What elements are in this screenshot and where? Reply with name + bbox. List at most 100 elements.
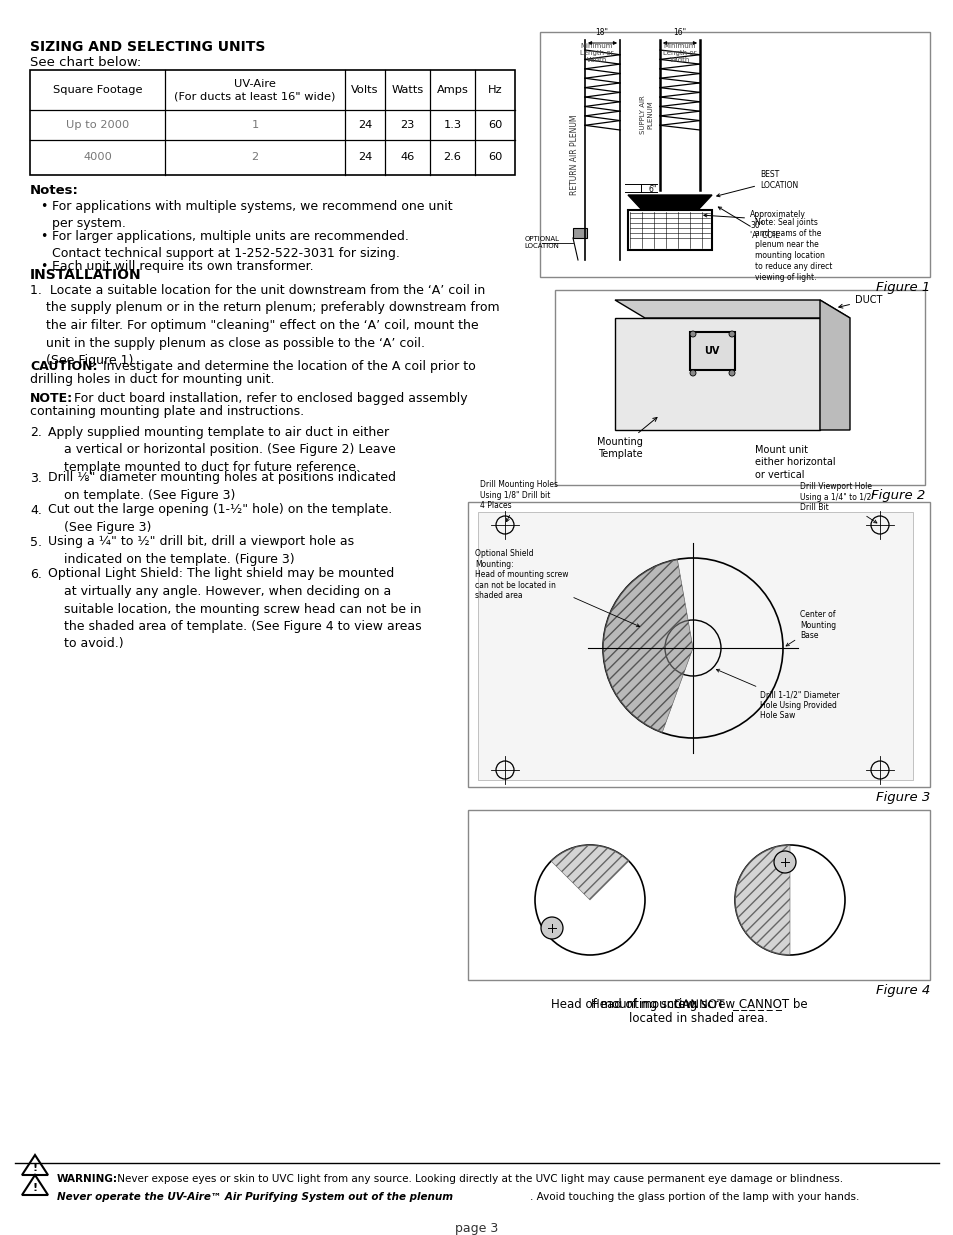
Text: Head of mounting screw: Head of mounting screw bbox=[551, 998, 699, 1011]
Text: 1.  Locate a suitable location for the unit downstream from the ‘A’ coil in
    : 1. Locate a suitable location for the un… bbox=[30, 284, 499, 367]
Polygon shape bbox=[627, 195, 711, 210]
Text: UV: UV bbox=[703, 346, 719, 356]
Polygon shape bbox=[22, 1155, 48, 1174]
Text: Figure 3: Figure 3 bbox=[875, 790, 929, 804]
Text: 16": 16" bbox=[673, 28, 686, 37]
Text: Drill Viewport Hole
Using a 1/4" to 1/2"
Drill Bit: Drill Viewport Hole Using a 1/4" to 1/2"… bbox=[800, 482, 876, 522]
Text: •: • bbox=[40, 261, 48, 273]
Text: SIZING AND SELECTING UNITS: SIZING AND SELECTING UNITS bbox=[30, 40, 265, 54]
Text: Head of mounting screw ̲C̲A̲N̲N̲O̲T be: Head of mounting screw ̲C̲A̲N̲N̲O̲T be bbox=[590, 998, 806, 1011]
Bar bbox=[689, 332, 734, 370]
Text: 46: 46 bbox=[400, 152, 415, 163]
Circle shape bbox=[728, 370, 734, 375]
Text: Never operate the UV-Aire™ Air Purifying System out of the plenum: Never operate the UV-Aire™ Air Purifying… bbox=[57, 1192, 453, 1202]
Text: Optional Light Shield: The light shield may be mounted
    at virtually any angl: Optional Light Shield: The light shield … bbox=[48, 568, 421, 651]
Text: 60: 60 bbox=[487, 120, 501, 130]
Text: Figure 4: Figure 4 bbox=[875, 984, 929, 997]
Polygon shape bbox=[22, 1174, 48, 1195]
Text: Minimum
Length or
Width: Minimum Length or Width bbox=[579, 43, 613, 63]
Text: OPTIONAL
LOCATION: OPTIONAL LOCATION bbox=[524, 236, 558, 249]
Wedge shape bbox=[734, 845, 789, 955]
Text: 1.3: 1.3 bbox=[443, 120, 461, 130]
Text: Cut out the large opening (1-½" hole) on the template.
    (See Figure 3): Cut out the large opening (1-½" hole) on… bbox=[48, 504, 392, 534]
Text: RETURN AIR PLENUM: RETURN AIR PLENUM bbox=[570, 115, 578, 195]
Text: 6.: 6. bbox=[30, 568, 42, 580]
Text: CANNOT: CANNOT bbox=[673, 998, 723, 1011]
Polygon shape bbox=[615, 300, 849, 317]
Circle shape bbox=[689, 331, 696, 337]
Text: containing mounting plate and instructions.: containing mounting plate and instructio… bbox=[30, 405, 304, 419]
Polygon shape bbox=[820, 300, 849, 430]
Text: . Avoid touching the glass portion of the lamp with your hands.: . Avoid touching the glass portion of th… bbox=[530, 1192, 859, 1202]
Text: !: ! bbox=[32, 1183, 37, 1193]
Text: UV-Aire
(For ducts at least 16" wide): UV-Aire (For ducts at least 16" wide) bbox=[174, 79, 335, 101]
Text: Investigate and determine the location of the A coil prior to: Investigate and determine the location o… bbox=[103, 359, 476, 373]
Text: For duct board installation, refer to enclosed bagged assembly: For duct board installation, refer to en… bbox=[74, 391, 467, 405]
Bar bbox=[477, 513, 912, 781]
Text: Figure 2: Figure 2 bbox=[870, 489, 924, 501]
Text: !: ! bbox=[32, 1163, 37, 1173]
Text: 2.: 2. bbox=[30, 426, 42, 438]
Text: page 3: page 3 bbox=[455, 1221, 498, 1235]
Text: CAUTION:: CAUTION: bbox=[30, 359, 97, 373]
Text: Volts: Volts bbox=[351, 85, 378, 95]
Text: Never expose eyes or skin to UVC light from any source. Looking directly at the : Never expose eyes or skin to UVC light f… bbox=[113, 1174, 842, 1184]
Bar bbox=[468, 810, 929, 981]
Text: Figure 1: Figure 1 bbox=[875, 282, 929, 294]
Text: located in shaded area.: located in shaded area. bbox=[629, 1011, 768, 1025]
Text: 'A' COIL: 'A' COIL bbox=[718, 207, 779, 240]
Text: Up to 2000: Up to 2000 bbox=[66, 120, 129, 130]
Text: BEST
LOCATION: BEST LOCATION bbox=[716, 170, 798, 196]
Text: 4.: 4. bbox=[30, 504, 42, 516]
Text: SUPPLY AIR
PLENUM: SUPPLY AIR PLENUM bbox=[639, 95, 653, 135]
Text: Drill Mounting Holes
Using 1/8" Drill bit
4 Places: Drill Mounting Holes Using 1/8" Drill bi… bbox=[479, 480, 558, 521]
Text: Watts: Watts bbox=[391, 85, 423, 95]
Text: Hz: Hz bbox=[487, 85, 502, 95]
Text: 6": 6" bbox=[648, 185, 657, 194]
Text: NOTE:: NOTE: bbox=[30, 391, 73, 405]
Text: •: • bbox=[40, 230, 48, 243]
Text: See chart below:: See chart below: bbox=[30, 56, 141, 69]
Text: 60: 60 bbox=[487, 152, 501, 163]
Text: INSTALLATION: INSTALLATION bbox=[30, 268, 141, 282]
Text: Optional Shield
Mounting:
Head of mounting screw
can not be located in
shaded ar: Optional Shield Mounting: Head of mounti… bbox=[475, 550, 639, 626]
Text: Using a ¼" to ½" drill bit, drill a viewport hole as
    indicated on the templa: Using a ¼" to ½" drill bit, drill a view… bbox=[48, 536, 354, 566]
Text: For larger applications, multiple units are recommended.
Contact technical suppo: For larger applications, multiple units … bbox=[52, 230, 409, 261]
Bar bbox=[555, 290, 924, 485]
Wedge shape bbox=[602, 559, 692, 732]
Text: Center of
Mounting
Base: Center of Mounting Base bbox=[785, 610, 835, 646]
Text: Each unit will require its own transformer.: Each unit will require its own transform… bbox=[52, 261, 314, 273]
Text: Notes:: Notes: bbox=[30, 184, 79, 198]
Text: Square Footage: Square Footage bbox=[52, 85, 142, 95]
Bar bbox=[573, 228, 586, 238]
Text: 1: 1 bbox=[251, 120, 258, 130]
Circle shape bbox=[540, 918, 562, 939]
Text: 4000: 4000 bbox=[83, 152, 112, 163]
Text: Note: Seal joints
and seams of the
plenum near the
mounting location
to reduce a: Note: Seal joints and seams of the plenu… bbox=[754, 219, 832, 283]
Text: 24: 24 bbox=[357, 120, 372, 130]
Text: Approximately
30°: Approximately 30° bbox=[703, 210, 805, 230]
Text: 2.6: 2.6 bbox=[443, 152, 461, 163]
Text: 2: 2 bbox=[252, 152, 258, 163]
Bar bbox=[627, 210, 711, 249]
Bar bbox=[615, 317, 820, 430]
Circle shape bbox=[773, 851, 795, 873]
Text: Minimum
Length or
Width: Minimum Length or Width bbox=[662, 43, 696, 63]
Text: 23: 23 bbox=[400, 120, 415, 130]
Text: 5.: 5. bbox=[30, 536, 42, 548]
Text: For applications with multiple systems, we recommend one unit
per system.: For applications with multiple systems, … bbox=[52, 200, 452, 231]
Text: 3.: 3. bbox=[30, 472, 42, 484]
Text: 18": 18" bbox=[595, 28, 608, 37]
Text: WARNING:: WARNING: bbox=[57, 1174, 118, 1184]
Text: •: • bbox=[40, 200, 48, 212]
Circle shape bbox=[728, 331, 734, 337]
Text: Apply supplied mounting template to air duct in either
    a vertical or horizon: Apply supplied mounting template to air … bbox=[48, 426, 395, 474]
Wedge shape bbox=[551, 845, 628, 900]
Text: Drill ⅛" diameter mounting holes at positions indicated
    on template. (See Fi: Drill ⅛" diameter mounting holes at posi… bbox=[48, 472, 395, 501]
Bar bbox=[468, 501, 929, 787]
Text: Drill 1-1/2" Diameter
Hole Using Provided
Hole Saw: Drill 1-1/2" Diameter Hole Using Provide… bbox=[716, 669, 839, 720]
Circle shape bbox=[689, 370, 696, 375]
Text: Amps: Amps bbox=[436, 85, 468, 95]
Text: Mounting
Template: Mounting Template bbox=[597, 417, 657, 458]
Text: DUCT: DUCT bbox=[838, 295, 882, 308]
